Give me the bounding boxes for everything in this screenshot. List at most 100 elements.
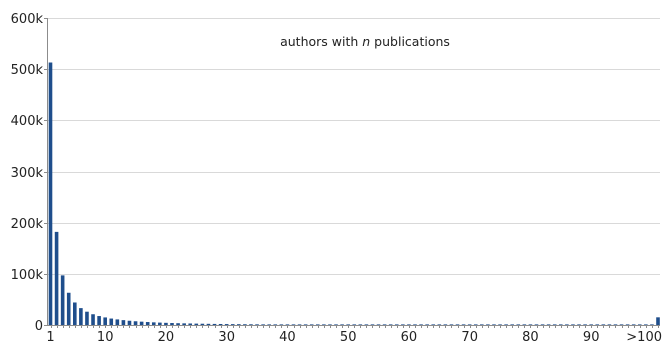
bar-98 <box>637 324 642 325</box>
bar-17 <box>145 322 150 325</box>
y-tick-label: 400k <box>11 114 44 129</box>
bar-11 <box>109 318 114 325</box>
chart-title: authors with n publications <box>280 34 450 49</box>
x-tick-label: 20 <box>158 330 175 343</box>
bar-81 <box>534 324 539 325</box>
bar-73 <box>486 324 490 325</box>
bar-20 <box>164 322 168 325</box>
bar-5 <box>73 302 77 325</box>
bar-33 <box>243 324 247 325</box>
bar-92 <box>601 324 606 325</box>
bar-84 <box>552 324 557 325</box>
bar-1 <box>48 62 53 325</box>
bar-70 <box>467 324 472 325</box>
bar-29 <box>218 324 223 325</box>
bar-59 <box>401 324 405 325</box>
bar-40 <box>285 324 290 325</box>
bar-67 <box>449 324 454 325</box>
bar-54 <box>370 324 375 325</box>
bar-42 <box>297 324 302 325</box>
bar-83 <box>546 324 551 325</box>
bar-79 <box>522 324 527 325</box>
bar-36 <box>261 324 265 325</box>
bar-39 <box>279 324 284 325</box>
bar-10 <box>103 317 107 325</box>
x-tick-label: 40 <box>279 330 296 343</box>
bar-34 <box>249 324 253 325</box>
bar-93 <box>607 324 612 325</box>
x-tick-label: 90 <box>583 330 600 343</box>
bar-47 <box>328 324 332 325</box>
bar-95 <box>619 324 624 325</box>
bar-71 <box>473 324 478 325</box>
bar-65 <box>437 324 442 325</box>
bar-86 <box>565 324 569 325</box>
bar-69 <box>461 324 466 325</box>
bar-16 <box>139 321 144 325</box>
x-tick-label: 1 <box>46 330 54 343</box>
y-tick-label: 500k <box>11 63 44 78</box>
bar-28 <box>212 323 217 325</box>
bar-55 <box>376 324 381 325</box>
bar-24 <box>188 323 193 325</box>
bar-91 <box>595 324 600 325</box>
y-tick-label: 0 <box>35 319 43 334</box>
x-tick-label: 30 <box>218 330 235 343</box>
bar-97 <box>631 324 636 325</box>
bar-76 <box>504 324 508 325</box>
bar-14 <box>127 320 132 325</box>
bar-13 <box>121 320 126 325</box>
bar-52 <box>358 324 363 325</box>
bars <box>48 62 660 325</box>
bar-61 <box>413 324 417 325</box>
bar-15 <box>133 321 138 325</box>
bar-3 <box>60 275 65 325</box>
bar-77 <box>510 324 514 325</box>
bar-90 <box>589 324 593 325</box>
bar->100 <box>656 317 660 325</box>
bar-62 <box>419 324 423 325</box>
bar-25 <box>194 323 199 325</box>
bar-85 <box>559 324 563 325</box>
bar-68 <box>455 324 460 325</box>
bar-37 <box>267 324 271 325</box>
bar-49 <box>340 324 344 325</box>
bar-80 <box>528 324 533 325</box>
bar-32 <box>237 324 241 325</box>
bar-57 <box>388 324 393 325</box>
bar-41 <box>291 324 296 325</box>
bar-31 <box>230 324 235 325</box>
bar-89 <box>583 324 587 325</box>
y-tick-label: 200k <box>11 217 44 232</box>
bar-38 <box>273 324 278 325</box>
bar-23 <box>182 323 186 325</box>
bar-100 <box>650 324 654 325</box>
axes <box>47 18 660 326</box>
bar-63 <box>425 324 429 325</box>
bar-66 <box>443 324 448 325</box>
bar-60 <box>407 324 411 325</box>
bar-88 <box>577 324 581 325</box>
chart-title-part-1: authors with <box>280 34 362 49</box>
bar-30 <box>224 324 229 325</box>
bar-58 <box>394 324 399 325</box>
bar-96 <box>625 324 630 325</box>
x-tick-label: 60 <box>401 330 418 343</box>
y-tick-label: 100k <box>11 268 44 283</box>
bar-50 <box>346 324 350 325</box>
bar-82 <box>540 324 545 325</box>
bar-21 <box>170 323 174 325</box>
bar-53 <box>364 324 369 325</box>
bar-72 <box>480 324 484 325</box>
bar-45 <box>316 324 320 325</box>
y-axis-ticks: 0 100k 200k 300k 400k 500k 600k <box>11 12 47 334</box>
bar-9 <box>97 316 101 325</box>
chart-title-italic-n: n <box>362 34 370 49</box>
bar-74 <box>492 324 496 325</box>
bar-48 <box>334 324 338 325</box>
bar-8 <box>91 314 95 325</box>
bar-87 <box>571 324 575 325</box>
bar-78 <box>516 324 521 325</box>
